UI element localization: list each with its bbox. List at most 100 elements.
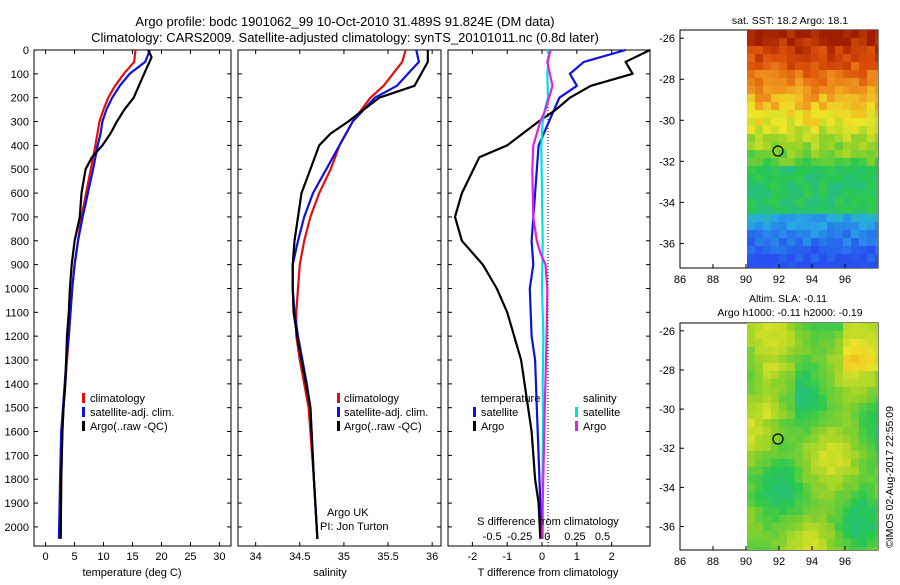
sla-cell xyxy=(747,411,755,419)
sla-cell xyxy=(787,475,795,483)
sst-cell xyxy=(779,54,787,62)
sla-cell xyxy=(859,355,867,363)
sst-cell xyxy=(819,174,827,182)
sla-cell xyxy=(771,403,779,411)
sst-cell xyxy=(859,86,867,94)
sst-cell xyxy=(851,222,859,230)
sst-cell xyxy=(755,46,763,54)
sst-cell xyxy=(811,230,819,238)
sst-cell xyxy=(787,126,795,134)
sla-cell xyxy=(851,523,859,531)
sla-cell xyxy=(867,411,875,419)
sla-cell xyxy=(811,443,819,451)
sla-cell xyxy=(787,363,795,371)
sla-cell xyxy=(811,371,819,379)
sla-cell xyxy=(867,467,875,475)
sst-cell xyxy=(771,38,779,46)
sla-cell xyxy=(795,395,803,403)
sst-cell xyxy=(787,158,795,166)
sla-cell xyxy=(795,539,803,547)
sla-cell xyxy=(875,531,878,539)
sst-cell xyxy=(763,110,771,118)
sst-cell xyxy=(843,150,851,158)
sla-cell xyxy=(787,547,795,550)
sst-cell xyxy=(771,118,779,126)
series-line-climatology xyxy=(295,49,407,539)
sst-cell xyxy=(787,254,795,262)
sla-cell xyxy=(867,499,875,507)
sla-cell xyxy=(851,443,859,451)
depth-axis: 0 100 200 300 400 500 600 700 800 900 1000 1100 1200… xyxy=(5,45,650,534)
sst-profile-marker xyxy=(772,145,784,157)
sst-cell xyxy=(795,38,803,46)
sst-cell xyxy=(795,230,803,238)
sla-cell xyxy=(875,507,878,515)
sla-cell xyxy=(867,443,875,451)
sla-cell xyxy=(795,347,803,355)
sst-cell xyxy=(811,262,819,268)
sla-cell xyxy=(747,379,755,387)
sla-cell xyxy=(843,339,851,347)
sst-map-title: sat. SST: 18.2 Argo: 18.1 xyxy=(732,15,848,27)
sla-cell xyxy=(843,331,851,339)
sst-cell xyxy=(755,262,763,268)
sla-cell xyxy=(755,531,763,539)
sst-cell xyxy=(811,62,819,70)
sst-cell xyxy=(779,246,787,254)
sst-cell xyxy=(779,134,787,142)
sla-cell xyxy=(835,547,843,550)
sst-cell xyxy=(835,30,843,38)
sst-cell xyxy=(827,238,835,246)
sla-cell xyxy=(747,451,755,459)
sla-cell xyxy=(851,323,859,331)
sla-cell xyxy=(875,347,878,355)
sla-cell xyxy=(771,515,779,523)
sst-cell xyxy=(875,254,878,262)
sla-cell xyxy=(803,523,811,531)
sst-cell xyxy=(779,142,787,150)
sst-cell xyxy=(811,190,819,198)
sst-cell xyxy=(819,86,827,94)
sst-cell xyxy=(859,110,867,118)
sst-cell xyxy=(851,158,859,166)
sst-cell xyxy=(851,134,859,142)
legend-swatch-satellite xyxy=(337,407,340,417)
sla-cell xyxy=(827,355,835,363)
sla-cell xyxy=(747,339,755,347)
sla-cell xyxy=(875,395,878,403)
sst-cell xyxy=(835,238,843,246)
sla-cell xyxy=(827,435,835,443)
sla-cell xyxy=(835,467,843,475)
sla-cell xyxy=(755,523,763,531)
sst-cell xyxy=(755,94,763,102)
sla-cell xyxy=(795,507,803,515)
sst-cell xyxy=(835,110,843,118)
sst-cell xyxy=(771,254,779,262)
difference-legend: temperature salinity satellite Argo sate… xyxy=(473,393,620,433)
sla-cell xyxy=(843,403,851,411)
sst-cell xyxy=(835,214,843,222)
sla-cell xyxy=(843,323,851,331)
sla-cell xyxy=(771,331,779,339)
sst-cell xyxy=(771,238,779,246)
imos-credit: ©IMOS 02-Aug-2017 22:55:09 xyxy=(884,406,896,548)
sst-cell xyxy=(819,46,827,54)
sla-cell xyxy=(827,387,835,395)
sla-cell xyxy=(819,419,827,427)
sst-cell xyxy=(771,230,779,238)
sst-cell xyxy=(835,190,843,198)
sla-cell xyxy=(875,483,878,491)
sla-cell xyxy=(763,323,771,331)
sla-cell xyxy=(819,523,827,531)
sla-cell xyxy=(755,395,763,403)
sla-cell xyxy=(843,459,851,467)
sst-cell xyxy=(875,126,878,134)
sla-cell xyxy=(835,539,843,547)
sla-cell xyxy=(803,331,811,339)
legend-label-sal-satellite: satellite xyxy=(583,407,620,419)
sla-cell xyxy=(827,371,835,379)
sla-cell xyxy=(811,531,819,539)
sla-cell xyxy=(771,499,779,507)
legend-label-sal-argo: Argo xyxy=(583,421,606,433)
sst-cell xyxy=(779,158,787,166)
